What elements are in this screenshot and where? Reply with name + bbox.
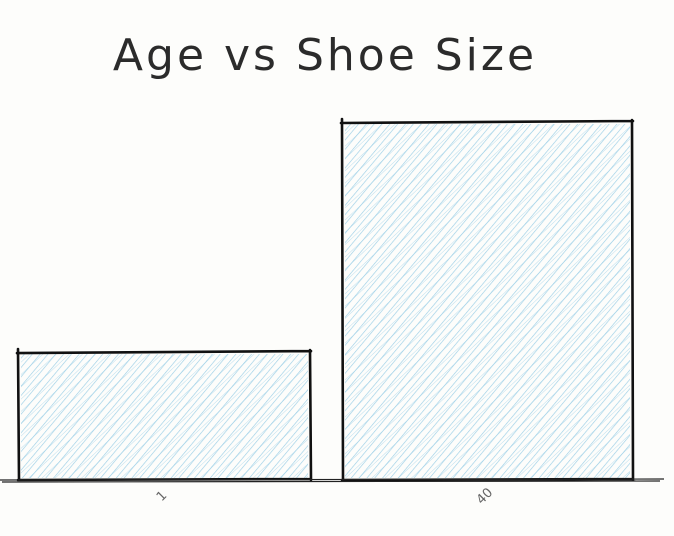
x-tick-label: 40: [474, 485, 496, 507]
bars-layer: [15, 117, 635, 482]
x-tick-label: 1: [154, 488, 170, 504]
chart-title: Age vs Shoe Size: [113, 30, 537, 81]
x-axis-line: [0, 478, 665, 483]
x-tick-labels: 1 40: [154, 485, 496, 507]
x-axis: [0, 478, 665, 483]
bar-1: [15, 347, 313, 482]
bar-40: [339, 117, 635, 482]
